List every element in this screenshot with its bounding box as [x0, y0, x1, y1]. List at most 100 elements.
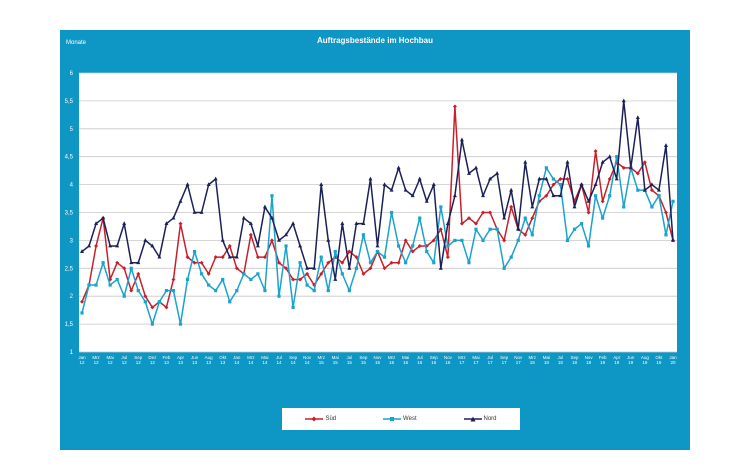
data-point [382, 255, 387, 259]
data-point [108, 277, 113, 282]
data-point [178, 198, 183, 203]
data-point [593, 149, 598, 154]
data-point [255, 255, 260, 260]
data-point [220, 255, 225, 260]
y-tick-label: 1 [70, 350, 74, 356]
data-point [572, 204, 577, 209]
data-point [305, 265, 310, 270]
data-point [664, 233, 668, 237]
data-point [227, 254, 232, 259]
y-tick-label: 4,5 [65, 155, 74, 161]
data-point [474, 227, 478, 231]
data-point [509, 204, 514, 209]
y-tick-label: 3 [70, 238, 74, 244]
data-point [663, 143, 668, 147]
data-point [586, 244, 591, 248]
data-point [129, 260, 134, 265]
data-point [150, 322, 154, 326]
x-tick-label: Nov 17 [514, 355, 523, 365]
x-tick-label: Mai 17 [472, 355, 479, 365]
data-point [446, 244, 450, 248]
legend-marker-west-icon [383, 417, 402, 421]
data-point [221, 277, 225, 282]
x-tick-label: Feb 19 [599, 355, 607, 365]
data-point [213, 255, 218, 260]
data-point [530, 233, 534, 237]
data-point [241, 215, 246, 220]
data-point [614, 176, 619, 181]
data-point [277, 260, 281, 265]
data-point [326, 238, 331, 242]
y-tick-label: 1,5 [65, 322, 74, 328]
x-tick-label: Mrz 14 [247, 355, 255, 365]
data-point [326, 260, 331, 265]
data-point [410, 249, 415, 254]
data-point [200, 272, 204, 276]
data-point [544, 166, 548, 170]
data-point [488, 227, 492, 231]
data-point [171, 277, 176, 282]
x-tick-label: Mai 16 [402, 355, 409, 365]
y-tick-label: 4 [70, 183, 74, 189]
data-point [565, 177, 570, 182]
x-tick-label: Jul 18 [558, 355, 564, 365]
data-point [375, 249, 380, 254]
data-point [94, 221, 99, 226]
data-point [354, 266, 358, 270]
data-point [537, 194, 541, 198]
x-tick-label: Nov 14 [303, 355, 312, 365]
data-point [192, 260, 197, 265]
data-point [185, 182, 190, 186]
chart-panel: Auftragsbestände im Hochbau Monate 1 1,5 2… [60, 30, 690, 450]
data-point [185, 277, 190, 282]
data-point [206, 271, 211, 276]
data-point [143, 238, 148, 242]
data-point [157, 254, 162, 259]
data-point [368, 261, 373, 265]
legend-label: Süd [325, 416, 337, 422]
x-tick-label: Aug 19 [641, 355, 650, 365]
data-point [544, 193, 549, 198]
x-tick-label: Apr 13 [177, 355, 185, 365]
data-point [459, 221, 464, 226]
data-point [298, 243, 303, 248]
data-point [601, 216, 605, 220]
data-point [143, 294, 148, 299]
data-point [108, 243, 113, 248]
x-tick-label: Mrz 17 [458, 355, 466, 365]
data-point [424, 198, 429, 203]
data-point [115, 243, 120, 248]
data-point [312, 265, 317, 270]
x-tick-label: Mai 12 [107, 355, 114, 365]
data-point [101, 261, 105, 265]
data-point [466, 216, 471, 221]
x-tick-label: Sep 17 [500, 355, 509, 365]
data-point [87, 243, 92, 248]
x-tick-label: Sep 14 [289, 355, 298, 365]
legend: Süd West Nord [282, 408, 520, 430]
data-point [340, 260, 345, 265]
data-point [94, 283, 98, 287]
data-point [185, 255, 190, 260]
data-point [270, 194, 274, 198]
data-point [277, 238, 281, 242]
data-point [80, 249, 84, 253]
data-point [600, 199, 605, 204]
data-point [164, 305, 169, 310]
data-point [403, 238, 408, 243]
data-point [565, 238, 570, 242]
data-point [150, 305, 155, 310]
data-point [234, 254, 239, 259]
data-point [129, 288, 134, 293]
data-point [397, 244, 401, 248]
data-point [361, 271, 366, 276]
legend-marker-nord-icon [463, 416, 482, 422]
data-point [431, 182, 436, 186]
data-point [262, 204, 267, 209]
data-point [600, 159, 605, 164]
x-tick-label: Jul 16 [417, 355, 423, 365]
data-point [607, 154, 612, 159]
data-point [558, 193, 563, 198]
data-point [572, 227, 577, 231]
x-tick-label: Jan 12 [78, 355, 86, 365]
